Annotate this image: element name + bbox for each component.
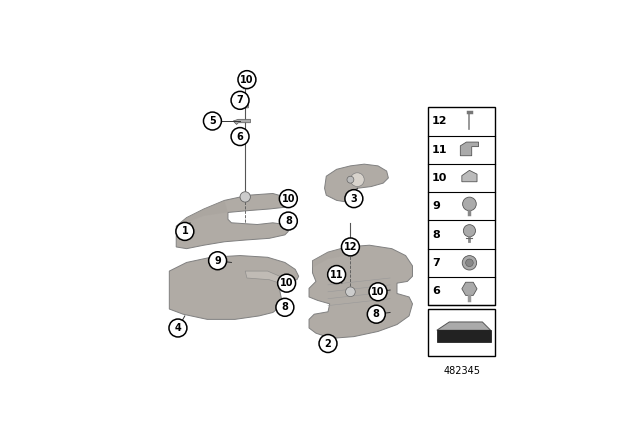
Circle shape (278, 274, 296, 292)
Polygon shape (176, 200, 228, 230)
Polygon shape (309, 245, 413, 338)
Circle shape (369, 283, 387, 301)
Text: 3: 3 (351, 194, 357, 204)
Text: 10: 10 (280, 278, 293, 288)
Polygon shape (245, 271, 280, 283)
Text: 5: 5 (209, 116, 216, 126)
Circle shape (240, 192, 250, 202)
Text: 7: 7 (237, 95, 243, 105)
Text: 10: 10 (282, 194, 295, 204)
Circle shape (169, 319, 187, 337)
Polygon shape (176, 194, 290, 249)
Polygon shape (324, 164, 388, 202)
Polygon shape (462, 282, 477, 295)
Circle shape (280, 190, 298, 207)
Polygon shape (437, 330, 491, 342)
Text: 12: 12 (432, 116, 447, 126)
Circle shape (463, 197, 476, 211)
Circle shape (345, 190, 363, 207)
Text: 4: 4 (175, 323, 181, 333)
Circle shape (231, 91, 249, 109)
Circle shape (466, 259, 473, 267)
Circle shape (280, 212, 298, 230)
Circle shape (342, 238, 360, 256)
Text: 8: 8 (285, 216, 292, 226)
Bar (428, 107, 495, 305)
Circle shape (209, 252, 227, 270)
Text: 482345: 482345 (443, 366, 480, 376)
Text: 11: 11 (330, 270, 344, 280)
Bar (428, 309, 495, 356)
Polygon shape (460, 142, 479, 156)
Circle shape (347, 176, 354, 183)
Circle shape (346, 287, 355, 297)
Text: 8: 8 (432, 229, 440, 240)
Text: 8: 8 (373, 309, 380, 319)
Circle shape (276, 298, 294, 316)
Circle shape (231, 128, 249, 146)
Polygon shape (462, 170, 477, 182)
Polygon shape (437, 322, 491, 330)
Circle shape (328, 266, 346, 284)
Polygon shape (312, 247, 347, 267)
Text: 6: 6 (432, 286, 440, 296)
Text: 10: 10 (432, 173, 447, 183)
Text: 1: 1 (182, 226, 188, 237)
Text: 9: 9 (432, 201, 440, 211)
Text: 12: 12 (344, 242, 357, 252)
Circle shape (204, 112, 221, 130)
Polygon shape (170, 255, 299, 319)
Circle shape (176, 223, 194, 241)
Text: 11: 11 (432, 145, 447, 155)
Circle shape (238, 71, 256, 89)
FancyBboxPatch shape (242, 98, 249, 108)
Circle shape (367, 305, 385, 323)
Text: 9: 9 (214, 256, 221, 266)
Polygon shape (233, 119, 250, 125)
Text: 7: 7 (432, 258, 440, 268)
Circle shape (351, 173, 364, 186)
Circle shape (319, 335, 337, 353)
Text: 10: 10 (240, 75, 253, 85)
Text: 2: 2 (324, 339, 332, 349)
Text: 8: 8 (282, 302, 288, 312)
Text: 6: 6 (237, 132, 243, 142)
Circle shape (463, 224, 476, 237)
Circle shape (462, 256, 477, 270)
Text: 10: 10 (371, 287, 385, 297)
